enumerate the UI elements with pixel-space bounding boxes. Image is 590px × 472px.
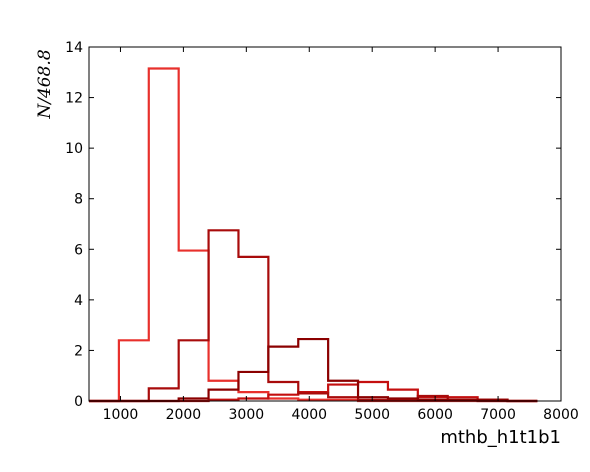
histogram-series-3 xyxy=(89,230,537,401)
x-tick-label: 1000 xyxy=(103,407,139,423)
y-tick-label: 12 xyxy=(65,91,83,107)
y-axis: 0 2 4 6 8 10 12 14 xyxy=(65,40,561,410)
x-axis-label: mthb_h1t1b1 xyxy=(440,427,561,448)
histogram-series-2 xyxy=(89,382,537,401)
plot-area-frame xyxy=(89,47,561,401)
y-tick-label: 0 xyxy=(74,394,83,410)
y-tick-label: 10 xyxy=(65,141,83,157)
y-tick-label: 6 xyxy=(74,242,83,258)
y-tick-label: 2 xyxy=(74,343,83,359)
x-tick-label: 4000 xyxy=(291,407,327,423)
histogram-series-1 xyxy=(89,68,537,401)
y-tick-label: 14 xyxy=(65,40,83,56)
y-axis-label: N/468.8 xyxy=(35,49,55,119)
x-axis: 1000 2000 3000 4000 5000 6000 7000 8000 xyxy=(103,47,579,423)
y-tick-label: 8 xyxy=(74,192,83,208)
x-tick-label: 3000 xyxy=(229,407,265,423)
x-tick-label: 6000 xyxy=(417,407,453,423)
x-tick-label: 8000 xyxy=(543,407,579,423)
series-layer xyxy=(89,68,537,401)
x-tick-label: 5000 xyxy=(354,407,390,423)
x-tick-label: 2000 xyxy=(166,407,202,423)
x-tick-label: 7000 xyxy=(480,407,516,423)
y-tick-label: 4 xyxy=(74,293,83,309)
